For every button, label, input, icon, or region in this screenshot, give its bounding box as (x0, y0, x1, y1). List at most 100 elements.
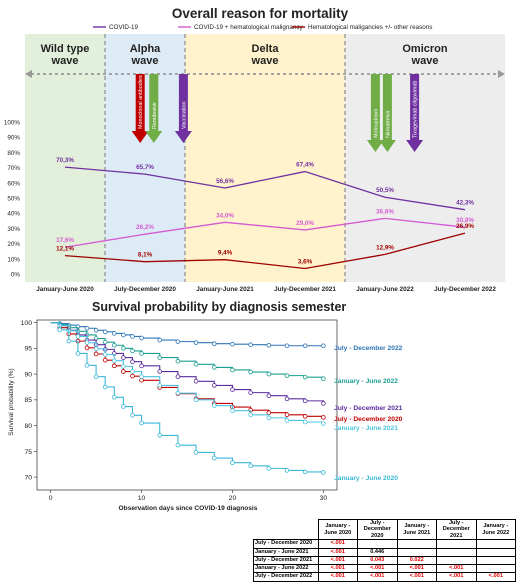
y-tick-label: 20% (7, 241, 20, 248)
wave-label: Delta (252, 43, 280, 55)
table-row: January - June 2021 <.001 0.446 (253, 547, 516, 557)
p-value-cell: <.001 (475, 572, 516, 582)
censor-marker (157, 433, 163, 438)
wave-label: Omicron (402, 43, 448, 55)
arrow-shape (366, 74, 384, 152)
censor-marker (130, 369, 135, 374)
censor-marker (121, 332, 126, 338)
censor-marker (230, 408, 235, 413)
data-label: 50,5% (376, 187, 394, 194)
censor-marker (175, 442, 181, 448)
p-value-cell: <.001 (396, 572, 437, 582)
censor-marker (302, 469, 308, 475)
arrow-remdesivir: Remdesivir (145, 74, 163, 143)
pvalue-table: January - June 2020 July - December 2020 J… (253, 518, 516, 582)
censor-marker (284, 373, 290, 378)
y-axis: 0% 10% 20% 30% 40% 50% 60% 70% 80% 90% 100% (4, 120, 21, 279)
y-tick-label: 40% (7, 211, 20, 218)
row-label: July - December 2020 (253, 539, 319, 549)
censor-marker (302, 343, 308, 349)
data-label: 29,0% (296, 220, 314, 227)
y-tick-label: 10% (7, 256, 20, 263)
timeline-arrow-right (498, 70, 505, 78)
censor-marker (230, 460, 235, 465)
censor-marker (93, 351, 99, 357)
arrow-label: Vaccination (181, 102, 187, 129)
intervention-arrows: Monoclonal antibodies Remdesivir Vaccinati… (131, 74, 424, 152)
data-label: 56,6% (216, 178, 234, 185)
censor-marker (139, 363, 144, 369)
censor-marker (321, 470, 326, 475)
censor-marker (102, 384, 108, 390)
censor-marker (75, 351, 81, 356)
p-value-cell: <.001 (317, 547, 358, 557)
arrow-shape (406, 74, 424, 152)
series-line-hematological-maligancies-other-reasons (64, 232, 466, 270)
arrow-vaccination: Vaccination (174, 74, 192, 143)
arrow-tixagevimab-cilgavimab: Tixagevimab cilgavimab (406, 74, 424, 152)
censor-marker (111, 394, 117, 400)
wave-band-wild-type (25, 34, 105, 282)
arrow-label: Molnupiravir (373, 108, 379, 138)
censor-marker (302, 414, 308, 419)
censor-marker (93, 346, 99, 352)
data-label: 26,2% (136, 224, 154, 231)
censor-marker (266, 415, 272, 421)
censor-marker (175, 339, 181, 344)
censor-marker (211, 383, 217, 388)
table-row: January - June 2022 <.001 <.001 <.001 <.001 (253, 564, 516, 574)
censor-marker (211, 365, 217, 370)
censor-marker (121, 369, 126, 374)
censor-marker (121, 355, 126, 360)
arrow-shape (131, 74, 149, 143)
arrow-shape (378, 74, 396, 152)
censor-marker (284, 343, 290, 349)
series-label-july-december-2021: July - December 2021 (334, 405, 403, 412)
censor-marker (193, 340, 199, 345)
arrow-shape (174, 74, 192, 143)
x-tick-label: 10 (138, 495, 146, 502)
data-label: 70,3% (56, 157, 74, 164)
p-value-cell: <.001 (317, 572, 358, 582)
censor-marker (157, 383, 163, 388)
censor-marker (284, 468, 290, 473)
p-value-cell (475, 564, 516, 574)
arrow-label: Monoclonal antibodies (138, 75, 144, 129)
censor-marker (321, 401, 326, 406)
p-value-cell: <.001 (317, 555, 358, 566)
censor-marker (193, 450, 199, 455)
p-value-cell: <.001 (317, 539, 358, 549)
p-value-cell (475, 555, 516, 566)
series-lines (64, 166, 466, 270)
p-value-cell: 0.446 (357, 547, 398, 557)
wave-bands: Wild typewaveAlphawaveDeltawaveOmicronwa… (25, 34, 505, 282)
censor-marker (193, 362, 199, 367)
censor-marker (284, 412, 290, 418)
x-tick-label: January-June 2021 (196, 286, 254, 293)
censor-marker (111, 331, 117, 336)
censor-marker (284, 418, 290, 423)
censor-marker (130, 413, 135, 418)
censor-marker (266, 371, 272, 377)
arrow-label: Remdesivir (152, 102, 158, 129)
legend-item-hematological-maligancies-other-reasons: Hematological maligancies +/- other reas… (292, 24, 432, 31)
column-header: January - June 2021 (396, 518, 437, 541)
censor-marker (121, 346, 126, 351)
p-value-cell (396, 539, 437, 549)
legend: COVID-19 COVID-19 + hematological maligna… (93, 24, 432, 31)
arrow-label: Tixagevimab cilgavimab (413, 81, 419, 138)
data-label: 26,9% (456, 223, 474, 230)
survival-curves (50, 321, 326, 475)
curve-step-line (50, 322, 324, 418)
x-tick-label: 20 (229, 495, 237, 502)
censor-marker (111, 363, 117, 369)
arrow-monoclonal-antibodies: Monoclonal antibodies (131, 74, 149, 143)
arrow-shape (145, 74, 163, 143)
x-tick-label: July-December 2022 (434, 286, 496, 293)
censor-marker (75, 334, 81, 339)
series-label-july-december-2020: July - December 2020 (334, 416, 403, 423)
censor-marker (175, 390, 181, 396)
legend-label: COVID-19 + hematological malignancy (194, 24, 304, 31)
timeline-arrow-left (25, 70, 32, 78)
table-row: July - December 2022 <.001 <.001 <.001 <.001… (253, 572, 516, 582)
